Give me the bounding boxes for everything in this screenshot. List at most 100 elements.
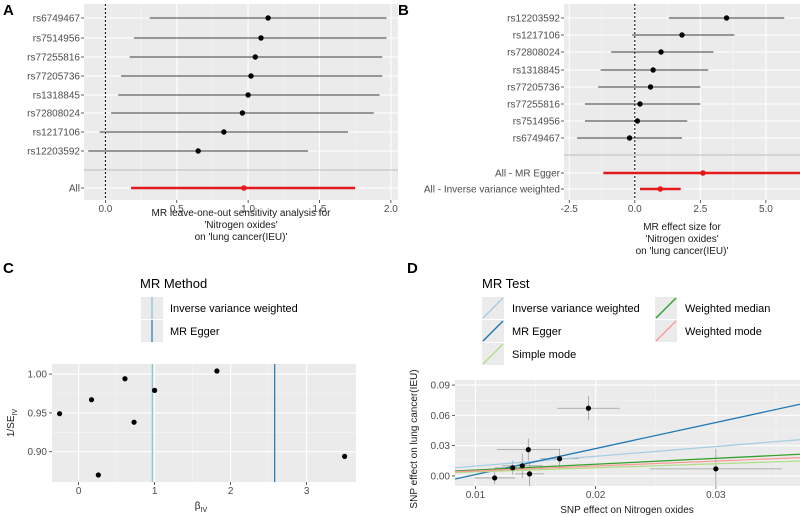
panel-a-snp-label: rs1217106	[33, 128, 81, 139]
panel-label-c: C	[3, 260, 14, 277]
panel-b-snp-label: rs12203592	[507, 14, 560, 25]
panel-b-snp-label: rs77205736	[507, 83, 560, 94]
panel-d-marks	[455, 396, 800, 490]
panel-d-x-tick-label: 0.02	[586, 490, 606, 501]
panel-d-x-tick-label: 0.03	[706, 490, 726, 501]
panel-d-ivw-regression-line	[455, 439, 800, 469]
panel-c-y-tick-label: 0.95	[28, 408, 48, 419]
panel-a-x-tick-label: 2.0	[384, 204, 398, 215]
panel-b-xlabel-line3: on 'lung cancer(IEU)'	[636, 246, 729, 257]
panel-a-snp-label: rs6749467	[33, 14, 81, 25]
panel-c-xlabel: βIV	[195, 501, 208, 514]
panel-d-x-tick-label: 0.01	[466, 490, 486, 501]
panel-a-snp-label: rs77205736	[27, 72, 80, 83]
panel-c-ylabel: 1/SEIV	[6, 409, 19, 438]
panel-a-x-tick-label: 0.5	[170, 204, 184, 215]
panel-a-summary-estimate	[241, 185, 247, 191]
panel-b-point-estimate	[658, 49, 664, 55]
panel-d-xlabel: SNP effect on Nitrogen oxides	[560, 505, 694, 516]
panel-a-point-estimate	[245, 92, 251, 98]
panel-b-snp-label: rs6749467	[513, 134, 561, 145]
panel-d-legend: Inverse variance weighted MR Egger Simple …	[482, 297, 770, 365]
panel-c-snp-point	[122, 376, 128, 382]
panel-d-legend-key-mr-egger	[482, 320, 504, 342]
panel-c-snp-point	[342, 453, 348, 459]
panel-c-plot-background	[52, 364, 356, 482]
panel-b-summary-label: All - MR Egger	[495, 169, 561, 180]
panel-c-snp-point	[88, 397, 95, 403]
panel-b-x-tick-label: -2.5	[561, 204, 579, 215]
panel-d-legend-key-weighted-median	[655, 297, 677, 319]
panel-a-point-estimate	[195, 148, 201, 154]
panel-b-summary-label: All - Inverse variance weighted	[424, 185, 560, 196]
panel-b-snp-label: rs1318845	[513, 66, 561, 77]
panel-d-snp-point	[492, 475, 498, 481]
panel-c-x-tick-label: 3	[304, 486, 310, 497]
panel-b-point-estimate	[637, 101, 643, 107]
panel-b-marks: rs12203592 rs1217106 rs72808024 rs1318845 rs…	[424, 4, 800, 200]
panel-c-x-tick-label: 1	[152, 486, 158, 497]
panel-b-point-estimate	[634, 118, 641, 124]
panel-c-legend-title: MR Method	[140, 276, 207, 291]
panel-c-marks	[57, 364, 348, 482]
panel-b-snp-label: rs77255816	[507, 100, 560, 111]
panel-d-snp-point	[713, 466, 719, 472]
panel-c-legend-label-ivw: Inverse variance weighted	[170, 303, 298, 315]
panel-b-snp-label: rs7514956	[513, 117, 561, 128]
panel-d-legend-label-weighted-mode: Weighted mode	[685, 326, 762, 338]
panel-a-plot-background	[84, 4, 398, 200]
panel-b-summary-estimate	[700, 170, 706, 176]
panel-d-ylabel: SNP effect on lung cancer(IEU)	[409, 369, 420, 508]
panel-a-xlabel-line3: on 'lung cancer(IEU)'	[195, 232, 288, 243]
panel-d-legend-label-simple-mode: Simple mode	[512, 349, 576, 361]
panel-a-point-estimate	[258, 35, 264, 41]
panel-c-legend-label-egger: MR Egger	[170, 326, 220, 338]
panel-a-xlabel-line1: MR leave-one-out sensitivity analysis fo…	[152, 208, 332, 219]
panel-a-snp-label: rs1318845	[33, 91, 81, 102]
panel-d-legend-key-ivw	[482, 297, 504, 319]
panel-d-snp-point	[510, 465, 516, 471]
panel-b-summary-estimate	[657, 186, 664, 192]
panel-d-legend-label-weighted-median: Weighted median	[685, 303, 770, 315]
panel-c-gridlines: 0 1 2 3 0.90 0.95 1.00	[28, 364, 356, 497]
panel-a-snp-label: rs77255816	[27, 53, 80, 64]
panel-d-legend-label-ivw: Inverse variance weighted	[512, 303, 640, 315]
panel-d-legend-key-simple-mode	[482, 343, 504, 365]
panel-a-point-estimate	[239, 110, 246, 116]
panel-d-scatter-plot: MR Test Inverse variance weighted MR Egge…	[409, 276, 800, 516]
panel-a-summary-label: All	[69, 184, 80, 195]
panel-a-snp-label: rs72808024	[27, 109, 80, 120]
panel-c-snp-point	[95, 472, 101, 478]
panel-b-point-estimate	[679, 32, 685, 38]
panel-d-y-tick-label: 0.00	[431, 471, 451, 482]
panel-b-xlabel-line2: 'Nitrogen oxides'	[645, 234, 718, 245]
panel-c-x-tick-label: 0	[76, 486, 82, 497]
panel-b-xlabel-line1: MR effect size for	[643, 222, 721, 233]
panel-c-funnel-plot: MR Method Inverse variance weighted MR E…	[6, 276, 356, 514]
panel-a-point-estimate	[221, 129, 227, 135]
panel-d-simple-mode-regression-line	[455, 460, 800, 474]
panel-b-point-estimate	[647, 84, 654, 90]
panel-a-point-estimate	[252, 54, 258, 60]
panel-label-b: B	[398, 2, 409, 19]
panel-a-x-tick-label: 1.0	[241, 204, 255, 215]
panel-a-x-tick-label: 0.0	[98, 204, 112, 215]
panel-d-snp-point	[526, 471, 533, 477]
panel-b-point-estimate	[723, 15, 730, 21]
panel-c-snp-point	[214, 368, 220, 374]
panel-label-d: D	[407, 260, 418, 277]
panel-d-y-tick-label: 0.09	[431, 381, 451, 392]
panel-d-legend-label-mr-egger: MR Egger	[512, 326, 562, 338]
panel-label-a: A	[3, 2, 14, 19]
panel-d-snp-point	[525, 447, 531, 453]
panel-a-point-estimate	[265, 15, 271, 21]
panel-d-y-tick-label: 0.06	[431, 411, 451, 422]
panel-c-snp-point	[131, 419, 137, 425]
panel-d-y-tick-label: 0.03	[431, 441, 451, 452]
panel-b-point-estimate	[650, 67, 656, 73]
panel-a-snp-label: rs12203592	[27, 147, 80, 158]
panel-a-marks: rs6749467 rs7514956 rs77255816 rs77205736 rs…	[27, 4, 398, 200]
panel-b-x-tick-label: 0.0	[628, 204, 642, 215]
panel-d-snp-point	[585, 405, 592, 411]
